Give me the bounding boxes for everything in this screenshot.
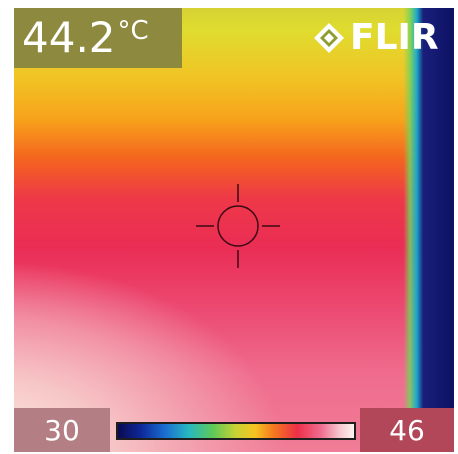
spot-temperature-readout: 44.2 °C <box>14 8 182 68</box>
color-scale-bar <box>116 422 356 440</box>
scale-min-label: 30 <box>14 408 110 452</box>
spot-temperature-value: 44.2 <box>22 13 116 62</box>
crosshair-icon <box>196 184 280 268</box>
flir-logo: FLIR <box>312 14 439 62</box>
brand-name: FLIR <box>350 17 439 58</box>
flir-diamond-logo-icon <box>314 23 344 53</box>
temperature-unit: °C <box>117 16 149 46</box>
thermal-image <box>14 8 454 452</box>
scale-max-label: 46 <box>360 408 454 452</box>
